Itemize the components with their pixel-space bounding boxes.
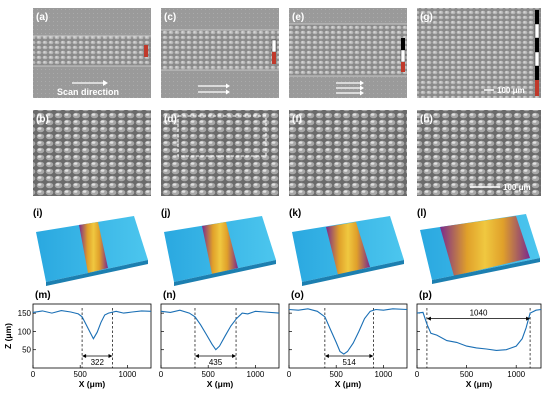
width-value-label: 514	[342, 358, 356, 367]
profile-line	[416, 308, 542, 351]
x-tick-label: 500	[74, 370, 88, 379]
y-tick-label: 150	[18, 309, 32, 318]
width-arrow-head-left	[194, 354, 199, 358]
sem-panel-d: (d)	[161, 110, 279, 196]
sem-panel-e: (e)	[289, 8, 407, 98]
sem-panel-a: Scan direction (a)	[33, 8, 151, 98]
width-arrow-head-right	[232, 354, 237, 358]
x-tick-label: 1000	[247, 370, 265, 379]
width-arrow-head-left	[426, 316, 431, 321]
sem-panel-g: 100 μm (g)	[417, 8, 541, 98]
width-value-label: 435	[209, 358, 223, 367]
width-arrow-head-left	[324, 354, 329, 358]
y-tick-label: 100	[18, 327, 32, 336]
width-arrow-head-right	[526, 316, 531, 321]
panel-label-g: (g)	[420, 12, 433, 23]
panel-label-b: (b)	[36, 114, 49, 125]
y-tick-label: 50	[22, 346, 31, 355]
width-arrow-head-right	[108, 354, 113, 358]
width-arrow-head-left	[82, 354, 87, 358]
x-tick-label: 0	[287, 370, 292, 379]
panel-label-h: (h)	[420, 114, 433, 125]
topo-panel-l: (l)	[417, 208, 540, 284]
profile-line	[160, 309, 280, 351]
profile-charts: (m) 0 500 1000 50 100 150 X (μm) Z (μm) 322 (n) 0 50…	[3, 290, 542, 389]
x-tick-label: 0	[31, 370, 36, 379]
plot-frame	[32, 303, 152, 369]
scan-direction-label: Scan direction	[57, 87, 119, 97]
x-tick-label: 0	[159, 370, 164, 379]
sem-panel-h: 100 μm (h)	[417, 110, 541, 196]
panel-label-c: (c)	[164, 12, 176, 23]
sem-panel-c: (c)	[161, 8, 279, 98]
profile-line	[288, 308, 408, 355]
topo-panel-j: (j)	[161, 208, 276, 286]
topo-panel-k: (k)	[289, 208, 404, 286]
plot-frame	[288, 303, 408, 369]
panel-label-l: (l)	[417, 208, 426, 219]
panel-label-e: (e)	[292, 12, 304, 23]
sem-panel-b: (b)	[33, 110, 151, 196]
x-tick-label: 1000	[375, 370, 393, 379]
x-tick-label: 1000	[507, 370, 525, 379]
x-tick-label: 1000	[119, 370, 137, 379]
profile-chart-0: (m) 0 500 1000 50 100 150 X (μm) Z (μm) 322	[3, 290, 152, 389]
chart-panel-label: (n)	[163, 290, 176, 301]
chart-panel-label: (p)	[419, 290, 432, 301]
plot-frame	[416, 303, 542, 369]
x-tick-label: 0	[415, 370, 420, 379]
width-arrow-head-right	[369, 354, 374, 358]
x-tick-label: 500	[460, 370, 474, 379]
profile-line	[32, 310, 152, 340]
profile-chart-1: (n) 0 500 1000 X (μm) 435	[159, 290, 280, 389]
scale-bar-label-g: 100 μm	[497, 86, 525, 95]
profile-chart-2: (o) 0 500 1000 X (μm) 514	[287, 290, 408, 389]
panel-label-j: (j)	[161, 208, 170, 219]
chart-panel-label: (o)	[291, 290, 304, 301]
panel-label-d: (d)	[164, 114, 177, 125]
x-axis-title: X (μm)	[207, 379, 234, 389]
y-axis-title: Z (μm)	[3, 323, 13, 349]
panel-label-i: (i)	[33, 208, 42, 219]
chart-panel-label: (m)	[35, 290, 51, 301]
x-axis-title: X (μm)	[79, 379, 106, 389]
sem-panel-f: (f)	[289, 110, 407, 196]
x-axis-title: X (μm)	[335, 379, 362, 389]
width-value-label: 1040	[470, 309, 488, 318]
panel-label-k: (k)	[289, 208, 301, 219]
width-value-label: 322	[91, 358, 105, 367]
plot-frame	[160, 303, 280, 369]
panel-label-f: (f)	[292, 114, 302, 125]
scale-bar-label-h: 100 μm	[503, 183, 531, 192]
x-tick-label: 500	[202, 370, 216, 379]
profile-chart-3: (p) 0 500 1000 X (μm) 1040	[415, 290, 542, 389]
x-tick-label: 500	[330, 370, 344, 379]
x-axis-title: X (μm)	[466, 379, 493, 389]
topo-panel-i: (i)	[33, 208, 148, 286]
panel-label-a: (a)	[36, 12, 48, 23]
